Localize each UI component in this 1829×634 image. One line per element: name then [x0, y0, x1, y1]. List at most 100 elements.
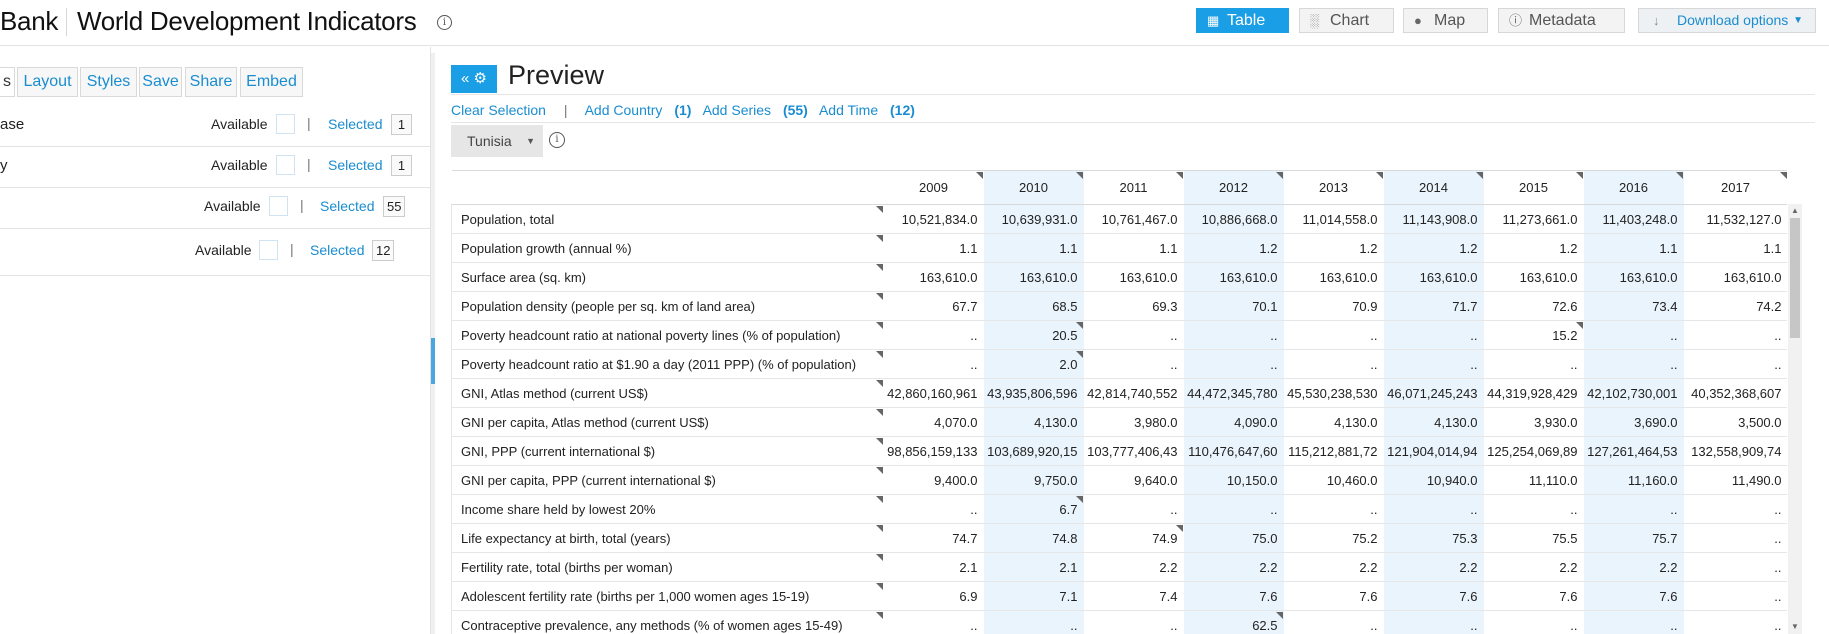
brand-logo-text: Bank: [0, 6, 59, 36]
available-count-box[interactable]: [276, 114, 295, 134]
available-count-box[interactable]: [269, 196, 288, 216]
series-name-cell[interactable]: GNI per capita, PPP (current internation…: [451, 465, 884, 495]
add-country-link[interactable]: Add Country (1): [585, 102, 692, 118]
available-label: Available: [195, 242, 252, 258]
available-count-box[interactable]: [259, 240, 278, 260]
data-cell: ..: [883, 610, 984, 634]
clear-selection-link[interactable]: Clear Selection: [451, 102, 546, 118]
year-header[interactable]: 2015: [1483, 170, 1584, 205]
data-cell: 163,610.0: [983, 262, 1084, 292]
data-cell: 163,610.0: [1483, 262, 1584, 292]
data-cell: 127,261,464,53: [1583, 436, 1684, 466]
year-header[interactable]: 2016: [1583, 170, 1684, 205]
scrollbar-thumb[interactable]: [1790, 218, 1800, 338]
data-cell: 4,130.0: [1383, 407, 1484, 437]
info-icon[interactable]: i: [549, 132, 565, 148]
table-row: GNI per capita, PPP (current internation…: [451, 465, 1787, 495]
tab-embed[interactable]: Embed: [240, 67, 303, 97]
series-name-cell[interactable]: GNI, PPP (current international $): [451, 436, 884, 466]
data-cell: 75.0: [1183, 523, 1284, 553]
add-country-count: (1): [674, 102, 692, 118]
data-cell: 2.2: [1483, 552, 1584, 582]
tab-share[interactable]: Share: [185, 67, 237, 97]
info-icon[interactable]: i: [437, 15, 452, 30]
metadata-view-button[interactable]: ⓘ Metadata: [1498, 8, 1625, 33]
table-header-row: 2009 2010 2011 2012 2013 2014 2015 2016 …: [451, 170, 1787, 205]
data-cell: 2.2: [1083, 552, 1184, 582]
variable-row-time[interactable]: Available | Selected 12: [0, 229, 431, 276]
data-cell: 11,403,248.0: [1583, 204, 1684, 234]
series-name-cell[interactable]: Adolescent fertility rate (births per 1,…: [451, 581, 884, 611]
series-name-cell[interactable]: Income share held by lowest 20%: [451, 494, 884, 524]
add-series-link[interactable]: Add Series (55): [703, 102, 808, 118]
series-name-cell[interactable]: Population growth (annual %): [451, 233, 884, 263]
collapse-panel-button[interactable]: « ⚙: [451, 65, 497, 93]
selected-label[interactable]: Selected: [328, 116, 383, 132]
data-cell: 74.2: [1683, 291, 1787, 321]
data-cell: 75.3: [1383, 523, 1484, 553]
data-cell: ..: [1083, 349, 1184, 379]
selected-label[interactable]: Selected: [328, 157, 383, 173]
series-name-cell[interactable]: GNI per capita, Atlas method (current US…: [451, 407, 884, 437]
selected-count: 12: [372, 240, 395, 261]
data-cell: 4,090.0: [1183, 407, 1284, 437]
tab-layout[interactable]: Layout: [17, 67, 78, 97]
series-name-cell[interactable]: Fertility rate, total (births per woman): [451, 552, 884, 582]
series-name-cell[interactable]: Poverty headcount ratio at $1.90 a day (…: [451, 349, 884, 379]
scroll-up-icon[interactable]: ▲: [1791, 206, 1799, 215]
data-cell: 2.2: [1383, 552, 1484, 582]
chart-view-button[interactable]: ░ Chart: [1299, 8, 1394, 33]
data-cell: 163,610.0: [1183, 262, 1284, 292]
series-name-cell[interactable]: GNI, Atlas method (current US$): [451, 378, 884, 408]
data-cell: 11,110.0: [1483, 465, 1584, 495]
variable-row-country[interactable]: y Available | Selected 1: [0, 147, 431, 188]
data-cell: 7.6: [1283, 581, 1384, 611]
data-cell: ..: [1683, 349, 1787, 379]
year-header[interactable]: 2009: [883, 170, 984, 205]
data-cell: 163,610.0: [1283, 262, 1384, 292]
tab-styles[interactable]: Styles: [80, 67, 137, 97]
map-view-button[interactable]: ● Map: [1403, 8, 1488, 33]
tab-variables[interactable]: s: [0, 67, 15, 97]
year-header[interactable]: 2012: [1183, 170, 1284, 205]
series-name-cell[interactable]: Population, total: [451, 204, 884, 234]
year-header[interactable]: 2010: [983, 170, 1084, 205]
table-scrollbar[interactable]: ▲ ▼: [1788, 204, 1802, 634]
year-header[interactable]: 2017: [1683, 170, 1787, 205]
year-header[interactable]: 2014: [1383, 170, 1484, 205]
data-cell: 163,610.0: [1083, 262, 1184, 292]
year-header[interactable]: 2011: [1083, 170, 1184, 205]
variable-row-database[interactable]: ase Available | Selected 1: [0, 106, 431, 147]
table-row: Life expectancy at birth, total (years) 7…: [451, 523, 1787, 553]
add-time-label: Add Time: [818, 102, 879, 118]
series-name-cell[interactable]: Surface area (sq. km): [451, 262, 884, 292]
available-label: Available: [211, 116, 268, 132]
splitter-handle[interactable]: [431, 338, 435, 384]
variable-row-series[interactable]: Available | Selected 55: [0, 188, 431, 229]
data-cell: 1.1: [983, 233, 1084, 263]
data-cell: ..: [1083, 320, 1184, 350]
year-header[interactable]: 2013: [1283, 170, 1384, 205]
add-time-link[interactable]: Add Time (12): [819, 102, 915, 118]
selected-label[interactable]: Selected: [320, 198, 375, 214]
country-dropdown-value: Tunisia: [467, 133, 512, 149]
separator: |: [307, 115, 311, 131]
series-name-cell[interactable]: Population density (people per sq. km of…: [451, 291, 884, 321]
country-dropdown[interactable]: Tunisia ▼: [451, 125, 543, 157]
tab-save[interactable]: Save: [139, 67, 182, 97]
data-cell: ..: [1283, 610, 1384, 634]
add-country-label: Add Country: [584, 102, 663, 118]
data-cell: 103,689,920,15: [983, 436, 1084, 466]
variables-panel: s Layout Styles Save Share Embed ase Ava…: [0, 47, 431, 634]
selected-label[interactable]: Selected: [310, 242, 365, 258]
series-name-cell[interactable]: Life expectancy at birth, total (years): [451, 523, 884, 553]
scroll-down-icon[interactable]: ▼: [1791, 622, 1799, 631]
series-name-cell[interactable]: Contraceptive prevalence, any methods (%…: [451, 610, 884, 634]
data-cell: 10,639,931.0: [983, 204, 1084, 234]
data-cell: ..: [1383, 349, 1484, 379]
data-cell: 44,472,345,780: [1183, 378, 1284, 408]
table-view-button[interactable]: ▦ Table: [1196, 8, 1289, 33]
download-options-button[interactable]: ↓ Download options ▼: [1638, 8, 1816, 33]
series-name-cell[interactable]: Poverty headcount ratio at national pove…: [451, 320, 884, 350]
available-count-box[interactable]: [276, 155, 295, 175]
